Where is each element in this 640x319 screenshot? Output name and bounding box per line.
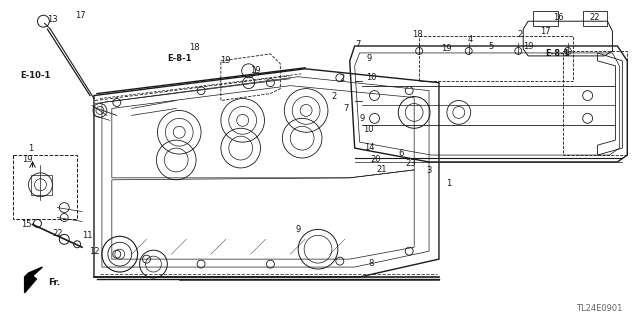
Text: 2: 2 [332,92,337,101]
Text: 17: 17 [75,11,85,20]
Text: 22: 22 [589,13,600,22]
Text: 11: 11 [82,231,92,240]
Text: 19: 19 [22,155,33,165]
Text: 10: 10 [366,73,377,82]
Text: 18: 18 [412,30,422,39]
Text: 12: 12 [89,247,99,256]
Text: 17: 17 [540,26,550,36]
Text: 18: 18 [189,43,200,53]
Text: 1: 1 [28,144,33,152]
Polygon shape [24,267,42,293]
Text: 8: 8 [369,259,374,268]
Text: 9: 9 [359,114,364,123]
Text: 22: 22 [52,229,63,238]
Text: 1: 1 [446,179,451,188]
Text: 2: 2 [339,74,344,83]
Text: 4: 4 [468,34,474,44]
Text: Fr.: Fr. [49,278,61,287]
Text: 2: 2 [518,30,523,39]
Text: 16: 16 [552,13,563,22]
Text: 19: 19 [523,42,533,51]
Text: 7: 7 [355,40,360,48]
Text: 9: 9 [296,225,301,234]
Text: 14: 14 [364,143,375,152]
Text: 21: 21 [376,166,387,174]
Text: 3: 3 [426,167,432,175]
Text: 19: 19 [221,56,231,65]
Text: 15: 15 [20,220,31,229]
Text: 23: 23 [406,160,417,168]
Text: E-8-1: E-8-1 [545,49,570,58]
Text: 20: 20 [371,154,381,164]
Text: 19: 19 [250,66,261,75]
Text: 7: 7 [343,104,348,113]
Text: 13: 13 [47,15,58,24]
Text: E-8-1: E-8-1 [167,54,191,63]
Text: 10: 10 [364,125,374,134]
Text: 5: 5 [488,42,493,51]
Text: TL24E0901: TL24E0901 [576,304,622,313]
Text: E-10-1: E-10-1 [20,71,51,80]
Text: 6: 6 [399,149,404,158]
Text: 19: 19 [441,44,451,54]
Text: 9: 9 [367,54,372,63]
